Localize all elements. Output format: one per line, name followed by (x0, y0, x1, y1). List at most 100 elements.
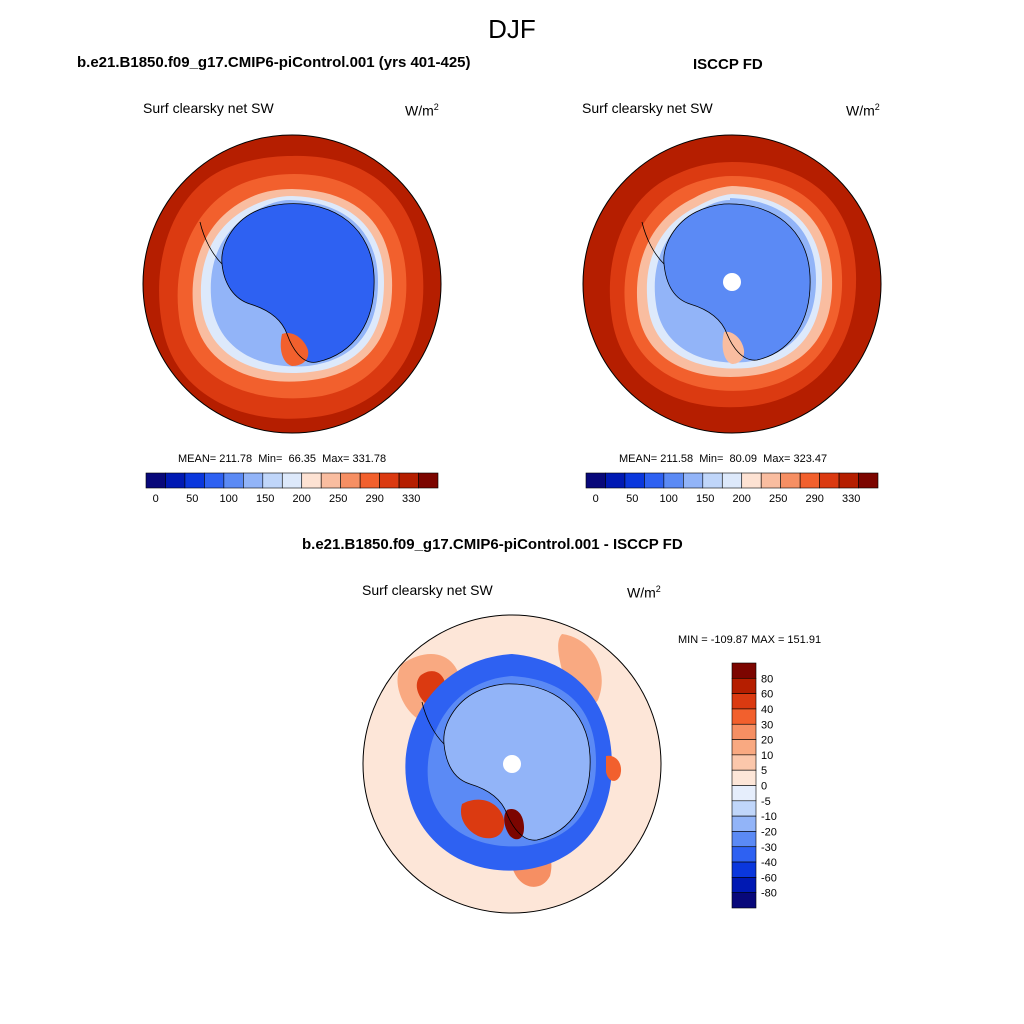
colorbar-swatch (731, 662, 757, 679)
panel-3-title: b.e21.B1850.f09_g17.CMIP6-piControl.001 … (302, 536, 683, 553)
colorbar-swatch (605, 472, 626, 489)
colorbar-swatch (359, 472, 380, 489)
colorbar-tick-label: -10 (761, 811, 777, 823)
panel-3-colorbar: 80 60 40 30 20 10 5 0 -5 -10 -20 -30 -40 -60 -80 (731, 662, 777, 909)
colorbar-swatch (731, 754, 757, 771)
colorbar-swatch (262, 472, 283, 489)
panel-2-stats: MEAN= 211.58 Min= 80.09 Max= 323.47 (619, 453, 828, 465)
colorbar-tick-label: -80 (761, 888, 777, 900)
colorbar-tick-label: 150 (256, 493, 274, 505)
colorbar-tick-label: 50 (626, 493, 638, 505)
colorbar-tick-label: 40 (761, 704, 773, 716)
colorbar-swatch (731, 769, 757, 786)
colorbar-tick-label: 0 (593, 493, 599, 505)
colorbar-tick-label: 250 (769, 493, 787, 505)
colorbar-swatch (683, 472, 704, 489)
colorbar-swatch (418, 472, 439, 489)
colorbar-tick-label: 100 (660, 493, 678, 505)
colorbar-tick-label: 290 (806, 493, 824, 505)
antarctic-continent (221, 203, 375, 363)
colorbar-swatch (731, 800, 757, 817)
pole-hole (723, 273, 741, 291)
colorbar-swatch (731, 846, 757, 863)
colorbar-swatch (731, 678, 757, 694)
colorbar-tick-label: 290 (366, 493, 384, 505)
colorbar-swatch (379, 472, 400, 489)
colorbar-swatch (340, 472, 361, 489)
panel-2-units-label: W/m2 (846, 102, 880, 119)
panel-1-field-label: Surf clearsky net SW (143, 100, 274, 116)
panel-1-units-label: W/m2 (405, 102, 439, 119)
colorbar-swatch (731, 693, 757, 710)
colorbar-swatch (741, 472, 762, 489)
colorbar-swatch (320, 472, 341, 489)
colorbar-tick-label: 20 (761, 735, 773, 747)
colorbar-swatch (731, 861, 757, 878)
panel-3-field-label: Surf clearsky net SW (362, 582, 493, 598)
colorbar-swatch (731, 815, 757, 832)
colorbar-tick-label: -40 (761, 857, 777, 869)
panel-1-colorbar: 0 50 100 150 200 250 290 330 (145, 472, 439, 505)
colorbar-swatch (145, 472, 166, 489)
colorbar-tick-label: 330 (842, 493, 860, 505)
colorbar-swatch (644, 472, 665, 489)
coastline (221, 203, 375, 363)
colorbar-tick-label: 0 (761, 781, 767, 793)
colorbar-swatch (731, 785, 757, 802)
antarctic-peninsula (421, 701, 445, 745)
colorbar-swatch (731, 831, 757, 848)
colorbar-tick-label: 250 (329, 493, 347, 505)
colorbar-swatch (165, 472, 186, 489)
colorbar-swatch (184, 472, 205, 489)
panel-2-colorbar: 0 50 100 150 200 250 290 330 (585, 472, 879, 505)
colorbar-swatch (760, 472, 781, 489)
colorbar-swatch (301, 472, 322, 489)
panel-1-title: b.e21.B1850.f09_g17.CMIP6-piControl.001 … (77, 54, 471, 71)
colorbar-swatch (731, 723, 757, 740)
colorbar-swatch (838, 472, 859, 489)
panel-2-field-label: Surf clearsky net SW (582, 100, 713, 116)
panel-2-title: ISCCP FD (693, 56, 763, 73)
panel-2-map (582, 134, 882, 434)
colorbar-tick-label: 200 (293, 493, 311, 505)
colorbar-tick-label: 100 (220, 493, 238, 505)
colorbar-swatch (819, 472, 840, 489)
colorbar-tick-label: 10 (761, 750, 773, 762)
colorbar-swatch (204, 472, 225, 489)
map-border (142, 134, 442, 434)
colorbar-swatch (731, 892, 757, 909)
colorbar-swatch (243, 472, 264, 489)
colorbar-tick-label: 150 (696, 493, 714, 505)
colorbar-swatch (858, 472, 879, 489)
colorbar-tick-label: 5 (761, 765, 767, 777)
antarctic-peninsula (641, 221, 665, 265)
pole-hole (503, 755, 521, 773)
page-title: DJF (488, 14, 536, 44)
colorbar-swatch (223, 472, 244, 489)
colorbar-swatch (799, 472, 820, 489)
positive-patch-right (606, 755, 622, 781)
panel-1-map (142, 134, 442, 434)
colorbar-swatch (398, 472, 419, 489)
colorbar-tick-label: -60 (761, 872, 777, 884)
colorbar-swatch (281, 472, 303, 489)
map-border (582, 134, 882, 434)
colorbar-swatch (731, 708, 757, 725)
panel-3-units-label: W/m2 (627, 584, 661, 601)
antarctic-peninsula (199, 221, 223, 265)
colorbar-tick-label: 0 (153, 493, 159, 505)
coastline (663, 203, 811, 361)
positive-ross-sector (460, 799, 505, 839)
colorbar-tick-label: 330 (402, 493, 420, 505)
ross-ice-shelf (722, 331, 745, 364)
colorbar-tick-label: 30 (761, 719, 773, 731)
map-border (362, 614, 662, 914)
colorbar-tick-label: 200 (733, 493, 751, 505)
panel-3-stats: MIN = -109.87 MAX = 151.91 (678, 634, 822, 646)
coastline (443, 683, 591, 841)
colorbar-swatch (731, 739, 757, 756)
colorbar-tick-label: -30 (761, 842, 777, 854)
colorbar-tick-label: -20 (761, 826, 777, 838)
colorbar-tick-label: 50 (186, 493, 198, 505)
colorbar-swatch (585, 472, 606, 489)
